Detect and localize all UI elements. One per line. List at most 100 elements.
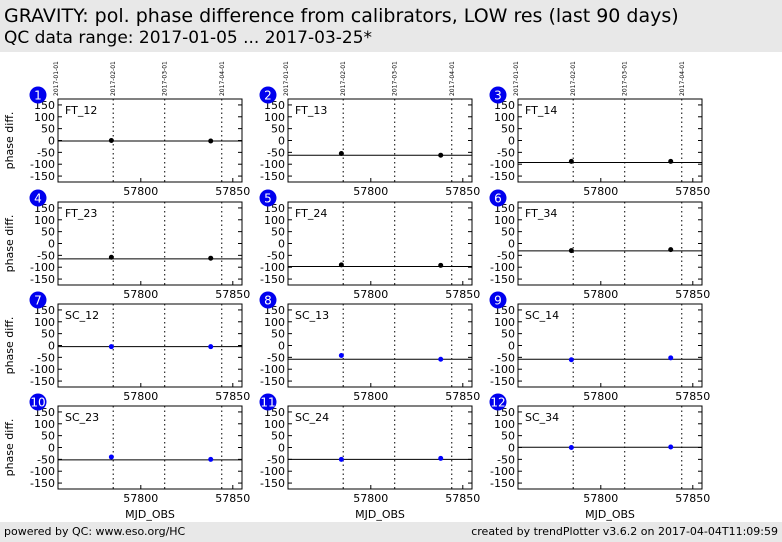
- panel-label: FT_14: [525, 104, 557, 117]
- y-tick-label: -100: [260, 261, 285, 274]
- y-tick-label: -150: [30, 170, 55, 183]
- y-tick-label: 0: [508, 442, 515, 455]
- panel-number-badge: [489, 393, 507, 411]
- y-tick-label: -100: [490, 465, 515, 478]
- y-tick-label: 0: [48, 340, 55, 353]
- panel-label: SC_23: [65, 411, 99, 424]
- y-tick-label: -150: [490, 477, 515, 490]
- data-point: [108, 454, 114, 460]
- data-point: [208, 344, 214, 350]
- data-point: [438, 455, 444, 461]
- x-axis-label: MJD_OBS: [585, 508, 635, 521]
- y-tick-label: 0: [278, 238, 285, 251]
- y-tick-label: -150: [260, 273, 285, 286]
- data-point: [338, 262, 344, 268]
- y-tick-label: -100: [490, 261, 515, 274]
- y-tick-label: 0: [48, 135, 55, 148]
- panel-number: 9: [494, 294, 502, 308]
- data-point: [568, 158, 574, 164]
- y-tick-label: -100: [260, 363, 285, 376]
- y-tick-label: 50: [501, 123, 515, 136]
- x-tick-label: 57850: [215, 288, 250, 301]
- data-point: [668, 158, 674, 164]
- y-tick-label: 50: [41, 328, 55, 341]
- y-tick-label: -150: [260, 375, 285, 388]
- data-point: [108, 344, 114, 350]
- panel-label: FT_24: [295, 207, 327, 220]
- y-tick-label: -50: [37, 351, 55, 364]
- date-tick-label: 2017-04-01: [679, 61, 686, 96]
- y-tick-label: 50: [271, 430, 285, 443]
- x-tick-label: 57800: [583, 390, 618, 403]
- y-tick-label: -100: [30, 158, 55, 171]
- y-tick-label: 50: [271, 123, 285, 136]
- y-tick-label: -50: [497, 146, 515, 159]
- date-tick-label: 2017-02-01: [110, 61, 117, 96]
- y-tick-label: 50: [41, 123, 55, 136]
- data-point: [208, 138, 214, 144]
- x-tick-label: 57800: [123, 390, 158, 403]
- x-tick-label: 57850: [675, 288, 710, 301]
- x-axis-label: MJD_OBS: [125, 508, 175, 521]
- data-point: [338, 352, 344, 358]
- panel-number: 2: [264, 89, 272, 103]
- y-tick-label: 100: [494, 418, 515, 431]
- panel-label: SC_13: [295, 309, 329, 322]
- x-tick-label: 57800: [353, 288, 388, 301]
- date-tick-label: 2017-03-01: [622, 61, 629, 96]
- y-tick-label: 100: [34, 316, 55, 329]
- x-tick-label: 57850: [215, 390, 250, 403]
- y-tick-label: 50: [501, 430, 515, 443]
- y-axis-label: phase diff.: [3, 112, 16, 170]
- y-tick-label: -50: [497, 351, 515, 364]
- data-point: [438, 262, 444, 268]
- y-tick-label: -100: [30, 465, 55, 478]
- y-tick-label: 50: [41, 430, 55, 443]
- data-point: [438, 152, 444, 158]
- data-point: [568, 248, 574, 254]
- date-tick-label: 2017-02-01: [570, 61, 577, 96]
- y-tick-label: 100: [34, 418, 55, 431]
- x-tick-label: 57850: [675, 185, 710, 198]
- footer-credit: powered by QC: www.eso.org/HC: [4, 525, 186, 538]
- y-tick-label: 100: [494, 316, 515, 329]
- y-axis-label: phase diff.: [3, 419, 16, 477]
- panel-number: 8: [264, 294, 272, 308]
- x-tick-label: 57800: [123, 492, 158, 505]
- data-point: [338, 151, 344, 157]
- y-axis-label: phase diff.: [3, 317, 16, 375]
- y-tick-label: 0: [508, 135, 515, 148]
- data-point: [108, 138, 114, 143]
- x-axis-label: MJD_OBS: [355, 508, 405, 521]
- date-tick-label: 2017-01-01: [53, 61, 60, 96]
- y-tick-label: -150: [490, 375, 515, 388]
- data-point: [338, 456, 344, 462]
- panel-label: SC_14: [525, 309, 559, 322]
- y-tick-label: 50: [501, 226, 515, 239]
- panel-number: 5: [264, 192, 272, 206]
- y-tick-label: 50: [501, 328, 515, 341]
- y-tick-label: 0: [508, 340, 515, 353]
- panel-number: 3: [494, 89, 502, 103]
- y-tick-label: 100: [264, 214, 285, 227]
- x-tick-label: 57800: [123, 288, 158, 301]
- panel-number-badge: [29, 189, 47, 207]
- y-tick-label: -50: [497, 453, 515, 466]
- y-tick-label: -100: [30, 261, 55, 274]
- panel-label: SC_34: [525, 411, 559, 424]
- panel-number-badge: [489, 291, 507, 309]
- date-tick-label: 2017-01-01: [283, 61, 290, 96]
- panel-label: FT_13: [295, 104, 327, 117]
- y-tick-label: 0: [278, 442, 285, 455]
- x-tick-label: 57850: [445, 288, 480, 301]
- y-tick-label: 100: [34, 111, 55, 124]
